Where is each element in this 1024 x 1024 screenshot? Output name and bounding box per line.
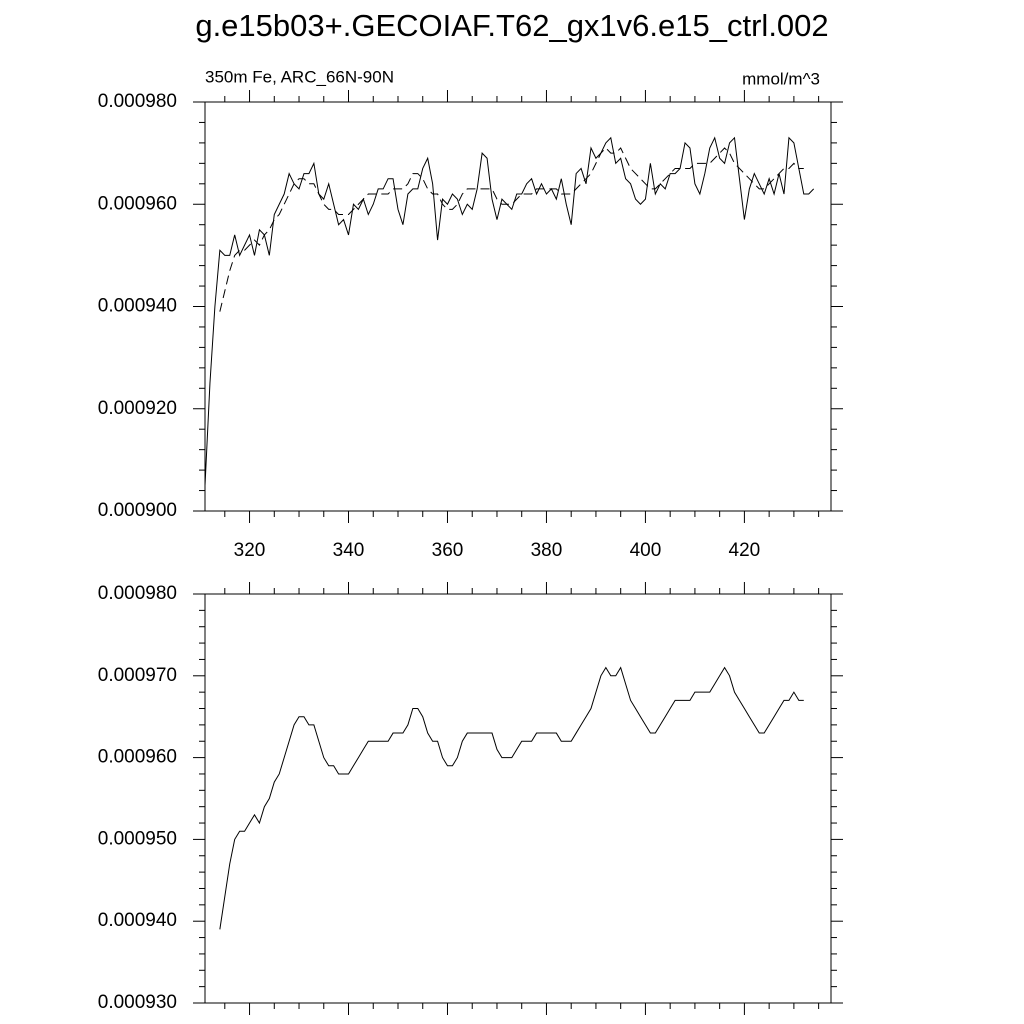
y-tick-label: 0.000960 — [98, 193, 177, 214]
chart-title: g.e15b03+.GECOIAF.T62_gx1v6.e15_ctrl.002 — [195, 8, 828, 43]
y-tick-label: 0.000930 — [98, 992, 177, 1013]
y-tick-label: 0.000940 — [98, 910, 177, 931]
units-label: mmol/m^3 — [742, 69, 820, 88]
y-tick-label: 0.000970 — [98, 665, 177, 686]
y-tick-label: 0.000980 — [98, 583, 177, 604]
y-tick-label: 0.000950 — [98, 828, 177, 849]
subtitle: 350m Fe, ARC_66N-90N — [205, 67, 394, 86]
y-tick-label: 0.000940 — [98, 296, 177, 317]
x-tick-label: 380 — [531, 540, 563, 561]
y-tick-label: 0.000920 — [98, 398, 177, 419]
data-line — [204, 136, 815, 486]
x-tick-label: 320 — [234, 540, 266, 561]
x-tick-label: 420 — [729, 540, 761, 561]
x-tick-label: 340 — [333, 540, 365, 561]
data-line — [219, 666, 804, 930]
y-tick-label: 0.000980 — [98, 91, 177, 112]
x-tick-label: 400 — [630, 540, 662, 561]
plot-frame — [204, 593, 832, 1004]
x-tick-label: 360 — [432, 540, 464, 561]
y-tick-label: 0.000900 — [98, 500, 177, 521]
data-line — [219, 147, 804, 312]
y-tick-label: 0.000960 — [98, 747, 177, 768]
